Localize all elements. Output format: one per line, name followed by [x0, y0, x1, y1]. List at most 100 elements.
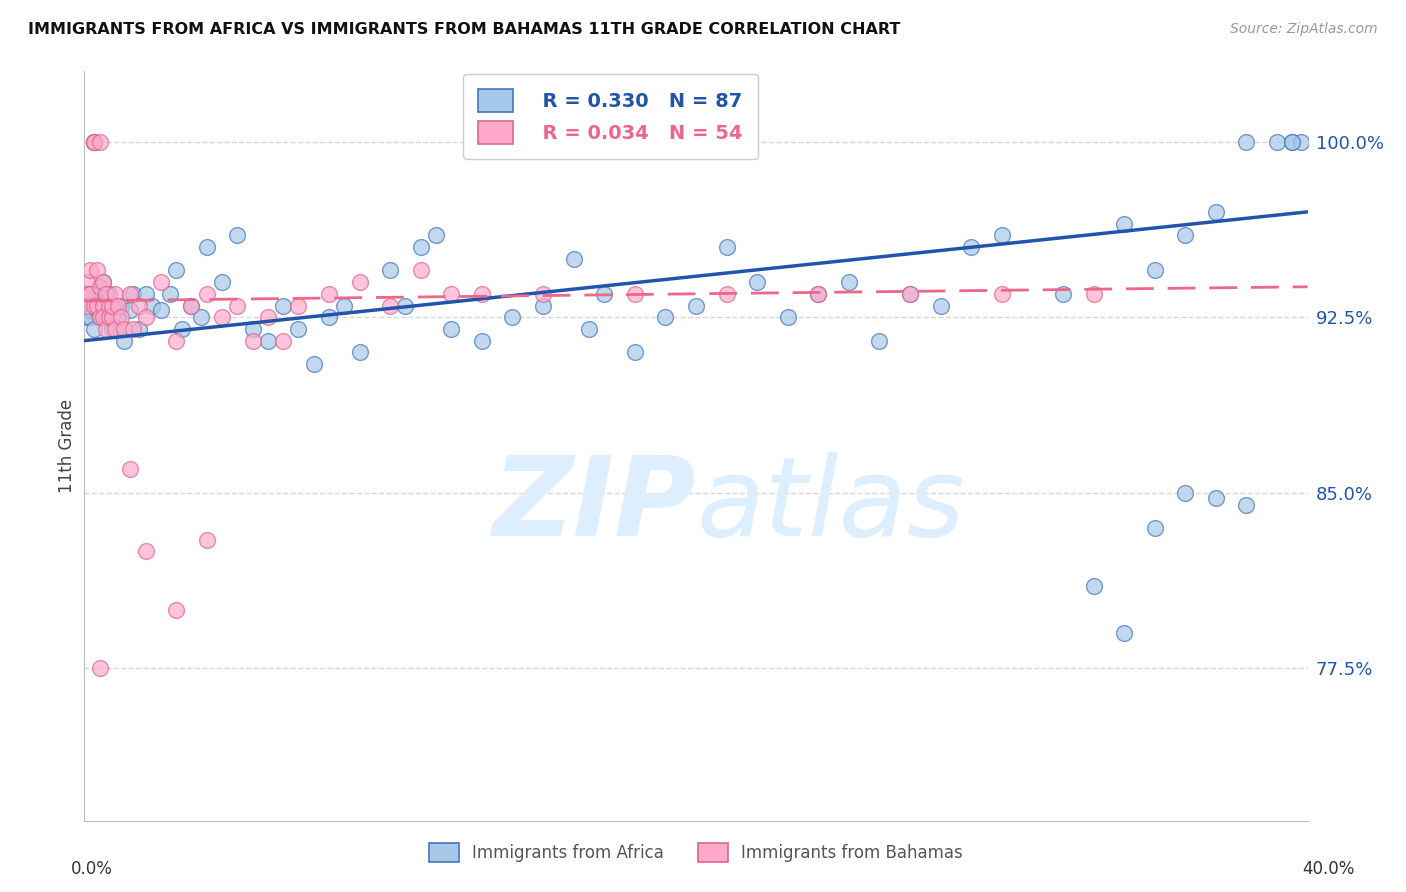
- Point: [1174, 228, 1197, 243]
- Point: [302, 357, 325, 371]
- Point: [471, 286, 494, 301]
- Point: [83, 135, 105, 149]
- Point: [1236, 135, 1258, 149]
- Point: [226, 228, 249, 243]
- Point: [685, 299, 707, 313]
- Point: [79, 293, 101, 308]
- Point: [135, 310, 157, 325]
- Point: [747, 275, 769, 289]
- Point: [409, 240, 432, 254]
- Point: [135, 286, 157, 301]
- Point: [1265, 135, 1288, 149]
- Point: [128, 299, 150, 313]
- Point: [76, 286, 98, 301]
- Point: [86, 303, 108, 318]
- Point: [122, 286, 145, 301]
- Point: [531, 299, 554, 313]
- Point: [79, 286, 101, 301]
- Point: [425, 228, 447, 243]
- Point: [380, 299, 402, 313]
- Point: [141, 299, 163, 313]
- Point: [1114, 217, 1136, 231]
- Point: [101, 310, 124, 325]
- Point: [226, 299, 249, 313]
- Point: [440, 322, 463, 336]
- Point: [89, 286, 111, 301]
- Point: [104, 322, 127, 336]
- Point: [1052, 286, 1074, 301]
- Point: [172, 322, 194, 336]
- Point: [79, 303, 101, 318]
- Point: [211, 275, 233, 289]
- Point: [97, 310, 120, 325]
- Point: [287, 299, 309, 313]
- Point: [1236, 498, 1258, 512]
- Point: [409, 263, 432, 277]
- Point: [83, 135, 105, 149]
- Point: [807, 286, 830, 301]
- Point: [271, 299, 294, 313]
- Point: [83, 299, 105, 313]
- Point: [91, 299, 114, 313]
- Point: [578, 322, 600, 336]
- Point: [89, 280, 111, 294]
- Point: [349, 275, 371, 289]
- Point: [149, 275, 172, 289]
- Point: [471, 334, 494, 348]
- Point: [91, 275, 114, 289]
- Point: [624, 286, 647, 301]
- Point: [1281, 135, 1303, 149]
- Point: [991, 286, 1014, 301]
- Point: [716, 286, 738, 301]
- Point: [135, 544, 157, 558]
- Point: [86, 263, 108, 277]
- Point: [180, 299, 202, 313]
- Point: [97, 286, 120, 301]
- Point: [79, 263, 101, 277]
- Point: [97, 299, 120, 313]
- Point: [318, 286, 340, 301]
- Y-axis label: 11th Grade: 11th Grade: [58, 399, 76, 493]
- Point: [89, 135, 111, 149]
- Point: [122, 322, 145, 336]
- Point: [112, 322, 135, 336]
- Point: [91, 299, 114, 313]
- Point: [380, 263, 402, 277]
- Point: [1143, 521, 1166, 535]
- Point: [89, 310, 111, 325]
- Point: [107, 299, 129, 313]
- Point: [394, 299, 416, 313]
- Point: [960, 240, 983, 254]
- Point: [333, 299, 356, 313]
- Point: [149, 303, 172, 318]
- Point: [94, 322, 117, 336]
- Point: [211, 310, 233, 325]
- Point: [165, 334, 187, 348]
- Point: [94, 299, 117, 313]
- Text: ZIP: ZIP: [492, 452, 696, 559]
- Point: [776, 310, 799, 325]
- Point: [79, 310, 101, 325]
- Point: [128, 322, 150, 336]
- Point: [165, 263, 187, 277]
- Point: [502, 310, 524, 325]
- Point: [91, 310, 114, 325]
- Point: [562, 252, 585, 266]
- Point: [242, 322, 264, 336]
- Point: [101, 299, 124, 313]
- Point: [110, 310, 132, 325]
- Text: Source: ZipAtlas.com: Source: ZipAtlas.com: [1230, 22, 1378, 37]
- Point: [1143, 263, 1166, 277]
- Point: [1281, 135, 1303, 149]
- Point: [89, 661, 111, 675]
- Point: [195, 533, 218, 547]
- Point: [79, 286, 101, 301]
- Point: [195, 240, 218, 254]
- Point: [838, 275, 860, 289]
- Point: [104, 299, 127, 313]
- Point: [1205, 204, 1227, 219]
- Point: [76, 275, 98, 289]
- Point: [716, 240, 738, 254]
- Point: [624, 345, 647, 359]
- Point: [180, 299, 202, 313]
